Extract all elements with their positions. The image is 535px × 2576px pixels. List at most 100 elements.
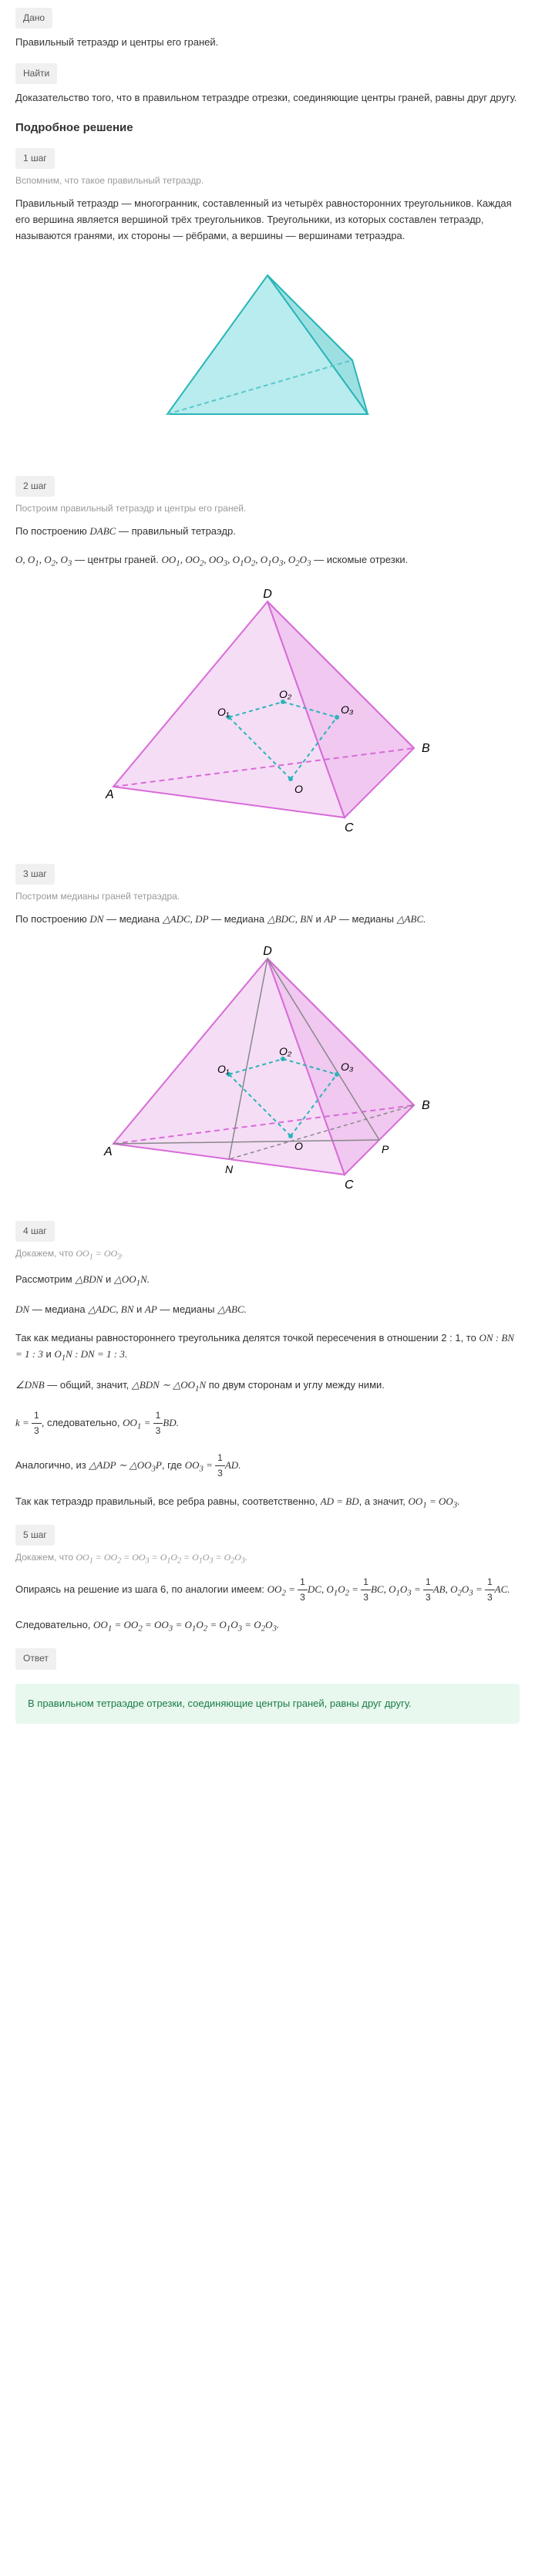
svg-text:C: C	[345, 821, 354, 835]
text: — центры граней.	[72, 554, 161, 565]
math: △ABC.	[397, 913, 426, 925]
math: OO1 =	[123, 1417, 153, 1428]
text: , где	[162, 1459, 185, 1471]
text: и	[43, 1348, 55, 1360]
math: AC.	[495, 1583, 510, 1595]
fraction: 13	[361, 1575, 371, 1605]
text: — медиана	[29, 1303, 88, 1315]
text: и	[133, 1303, 145, 1315]
math: AB, O2O3 =	[433, 1583, 485, 1595]
find-text: Доказательство того, что в правильном те…	[15, 90, 520, 106]
step3-desc: Построим медианы граней тетраэдра.	[15, 889, 520, 904]
text: — медианы	[157, 1303, 217, 1315]
step5-desc: Докажем, что OO1 = OO2 = OO3 = O1O2 = O1…	[15, 1550, 520, 1567]
math: BC, O1O3 =	[371, 1583, 423, 1595]
math: OO1 = OO3.	[76, 1248, 123, 1259]
svg-text:D: D	[263, 588, 272, 601]
fraction: 13	[423, 1575, 433, 1605]
fraction: 13	[32, 1408, 42, 1438]
svg-text:P: P	[382, 1143, 389, 1155]
step2-tag: 2 шаг	[15, 476, 55, 497]
step4-l5: k = 13, следовательно, OO1 = 13BD.	[15, 1408, 520, 1438]
text: Так как медианы равностороннего треуголь…	[15, 1332, 479, 1344]
svg-text:A: A	[103, 1145, 113, 1158]
fraction: 13	[153, 1408, 163, 1438]
svg-text:O: O	[294, 1140, 303, 1152]
math: △BDN ∼ △OO1N	[132, 1379, 206, 1391]
fraction: 13	[485, 1575, 495, 1605]
svg-text:O₂: O₂	[279, 1045, 292, 1057]
math: DN	[89, 913, 103, 925]
svg-text:O₁: O₁	[217, 706, 230, 718]
step4-tag: 4 шаг	[15, 1221, 55, 1242]
step4-l6: Аналогично, из △ADP ∼ △OO3P, где OO3 = 1…	[15, 1451, 520, 1481]
math: DC, O1O2 =	[308, 1583, 361, 1595]
step3-tag: 3 шаг	[15, 864, 55, 885]
step4-l2: DN — медиана △ADC, BN и AP — медианы △AB…	[15, 1302, 520, 1318]
svg-text:O₃: O₃	[341, 1060, 354, 1073]
svg-text:O₁: O₁	[217, 1063, 230, 1075]
math: OO3 =	[185, 1459, 215, 1471]
text: по двум сторонам и углу между ними.	[206, 1379, 385, 1391]
step1-text: Правильный тетраэдр — многогранник, сост…	[15, 196, 520, 244]
find-tag: Найти	[15, 63, 57, 84]
svg-text:D: D	[263, 945, 272, 958]
text: , а значит,	[359, 1495, 409, 1507]
math: DABC	[89, 525, 116, 537]
step1-desc: Вспомним, что такое правильный тетраэдр.	[15, 174, 520, 188]
step4-desc: Докажем, что OO1 = OO3.	[15, 1246, 520, 1263]
math: OO2 =	[268, 1583, 298, 1595]
text: Следовательно,	[15, 1619, 93, 1630]
step5-l2: Следовательно, OO1 = OO2 = OO3 = O1O2 = …	[15, 1617, 520, 1636]
text: Докажем, что	[15, 1248, 76, 1259]
given-text: Правильный тетраэдр и центры его граней.	[15, 35, 520, 51]
math: △ADC, BN	[88, 1303, 133, 1315]
text: Докажем, что	[15, 1552, 76, 1563]
text: и	[313, 913, 325, 925]
math: △BDC, BN	[268, 913, 313, 925]
figure-1	[15, 260, 520, 460]
answer-tag: Ответ	[15, 1648, 56, 1669]
step4-l1: Рассмотрим △BDN и △OO1N.	[15, 1272, 520, 1290]
step2-text1: По построению DABC — правильный тетраэдр…	[15, 524, 520, 540]
math: AP	[324, 913, 336, 925]
text: и	[103, 1273, 114, 1285]
text: — правильный тетраэдр.	[116, 525, 235, 537]
svg-text:O₃: O₃	[341, 703, 354, 716]
text: — общий, значит,	[45, 1379, 132, 1391]
solution-heading: Подробное решение	[15, 119, 520, 137]
math: AP	[145, 1303, 157, 1315]
step3-text: По построению DN — медиана △ADC, DP — ме…	[15, 912, 520, 928]
svg-text:A: A	[105, 788, 114, 801]
math: ∠DNB	[15, 1379, 45, 1391]
figure-2: D A B C O O₁ O₂ O₃	[15, 586, 520, 848]
math: △OO1N.	[114, 1273, 150, 1285]
math: △ABC.	[217, 1303, 247, 1315]
math: OO1 = OO2 = OO3 = O1O2 = O1O3 = O2O3.	[76, 1552, 247, 1563]
math: AD.	[225, 1459, 241, 1471]
given-tag: Дано	[15, 8, 52, 29]
text: — искомые отрезки.	[311, 554, 408, 565]
text: Аналогично, из	[15, 1459, 89, 1471]
step2-text2: O, O1, O2, O3 — центры граней. OO1, OO2,…	[15, 552, 520, 571]
math: OO1, OO2, OO3, O1O2, O1O3, O2O3	[162, 554, 311, 565]
math: DN	[15, 1303, 29, 1315]
step1-tag: 1 шаг	[15, 148, 55, 169]
text: — медианы	[336, 913, 396, 925]
math: OO1 = OO3.	[409, 1495, 460, 1507]
step5-tag: 5 шаг	[15, 1525, 55, 1546]
step4-l4: ∠DNB — общий, значит, △BDN ∼ △OO1N по дв…	[15, 1377, 520, 1396]
svg-text:O₂: O₂	[279, 688, 292, 700]
math: O1N : DN = 1 : 3.	[54, 1348, 127, 1360]
svg-text:N: N	[225, 1163, 234, 1175]
math: BD.	[163, 1417, 179, 1428]
math: OO1 = OO2 = OO3 = O1O2 = O1O3 = O2O3.	[93, 1619, 279, 1630]
answer-box: В правильном тетраэдре отрезки, соединяю…	[15, 1684, 520, 1725]
step4-l3: Так как медианы равностороннего треуголь…	[15, 1330, 520, 1365]
fraction: 13	[298, 1575, 308, 1605]
step4-l7: Так как тетраэдр правильный, все ребра р…	[15, 1494, 520, 1512]
math: △ADC, DP	[163, 913, 209, 925]
svg-text:C: C	[345, 1178, 354, 1192]
math: AD = BD	[321, 1495, 359, 1507]
step5-l1: Опираясь на решение из шага 6, по аналог…	[15, 1575, 520, 1605]
